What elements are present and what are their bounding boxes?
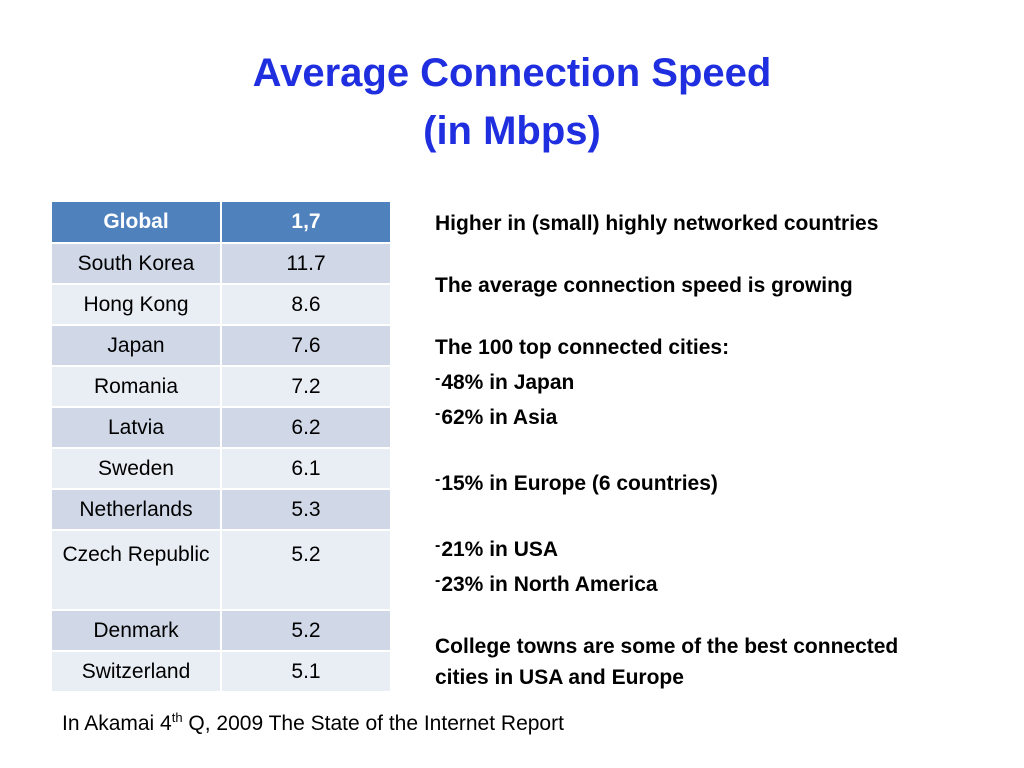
note-college-towns-line-2: cities in USA and Europe xyxy=(435,666,684,689)
value-cell: 5.3 xyxy=(221,489,392,531)
source-superscript: th xyxy=(171,710,183,725)
country-cell: Latvia xyxy=(52,407,222,449)
source-prefix: In Akamai 4 xyxy=(62,712,172,735)
dash-bullet: - xyxy=(435,471,441,488)
table-header-row: Global 1,7 xyxy=(52,202,392,244)
slide-title-line-2: (in Mbps) xyxy=(423,109,601,153)
header-country-cell: Global xyxy=(52,202,222,244)
value-cell: 7.2 xyxy=(221,366,392,408)
table-row: Netherlands 5.3 xyxy=(52,489,392,531)
value-cell: 5.1 xyxy=(221,651,392,693)
value-cell: 6.2 xyxy=(221,407,392,449)
value-cell: 8.6 xyxy=(221,284,392,326)
source-suffix: Q, 2009 The State of the Internet Report xyxy=(182,712,564,735)
value-cell: 6.1 xyxy=(221,448,392,490)
table-row: Hong Kong 8.6 xyxy=(52,284,392,326)
table-row: Czech Republic 5.2 xyxy=(52,530,392,611)
bullet-item: -23% in North America xyxy=(435,565,995,600)
connection-speed-table: Global 1,7 South Korea 11.7 Hong Kong 8.… xyxy=(52,202,392,693)
country-cell: Sweden xyxy=(52,448,222,490)
country-cell: Switzerland xyxy=(52,651,222,693)
bullet-text: 21% in USA xyxy=(441,538,559,561)
note-top-cities: The 100 top connected cities: xyxy=(435,336,730,359)
bullet-text: 62% in Asia xyxy=(441,406,558,429)
note-speed-growing: The average connection speed is growing xyxy=(435,274,853,297)
notes-text-block: Higher in (small) highly networked count… xyxy=(435,208,995,693)
country-cell: Romania xyxy=(52,366,222,408)
country-cell: Hong Kong xyxy=(52,284,222,326)
table-row: Japan 7.6 xyxy=(52,325,392,367)
bullet-item: -62% in Asia xyxy=(435,398,995,433)
value-cell: 5.2 xyxy=(221,530,392,611)
note-small-countries: Higher in (small) highly networked count… xyxy=(435,212,879,235)
dash-bullet: - xyxy=(435,370,441,387)
country-cell: Japan xyxy=(52,325,222,367)
table-row: Denmark 5.2 xyxy=(52,610,392,652)
table-row: Romania 7.2 xyxy=(52,366,392,408)
country-cell: Czech Republic xyxy=(52,530,222,611)
dash-bullet: - xyxy=(435,405,441,422)
table-row: Switzerland 5.1 xyxy=(52,651,392,693)
value-cell: 5.2 xyxy=(221,610,392,652)
table-row: Latvia 6.2 xyxy=(52,407,392,449)
header-value-cell: 1,7 xyxy=(221,202,392,244)
table-row: South Korea 11.7 xyxy=(52,243,392,285)
value-cell: 7.6 xyxy=(221,325,392,367)
slide-title-line-1: Average Connection Speed xyxy=(252,51,772,95)
table-row: Sweden 6.1 xyxy=(52,448,392,490)
country-cell: South Korea xyxy=(52,243,222,285)
value-cell: 11.7 xyxy=(221,243,392,285)
bullet-text: 48% in Japan xyxy=(441,371,575,394)
bullet-text: 15% in Europe (6 countries) xyxy=(441,472,718,495)
country-cell: Denmark xyxy=(52,610,222,652)
dash-bullet: - xyxy=(435,537,441,554)
bullet-text: 23% in North America xyxy=(441,573,658,596)
bullet-item: -21% in USA xyxy=(435,530,995,565)
source-citation: In Akamai 4th Q, 2009 The State of the I… xyxy=(62,702,564,739)
note-college-towns-line-1: College towns are some of the best conne… xyxy=(435,635,899,658)
bullet-item: -48% in Japan xyxy=(435,363,995,398)
bullet-item: -15% in Europe (6 countries) xyxy=(435,464,995,499)
slide-title: Average Connection Speed (in Mbps) xyxy=(0,44,1024,160)
dash-bullet: - xyxy=(435,572,441,589)
country-cell: Netherlands xyxy=(52,489,222,531)
